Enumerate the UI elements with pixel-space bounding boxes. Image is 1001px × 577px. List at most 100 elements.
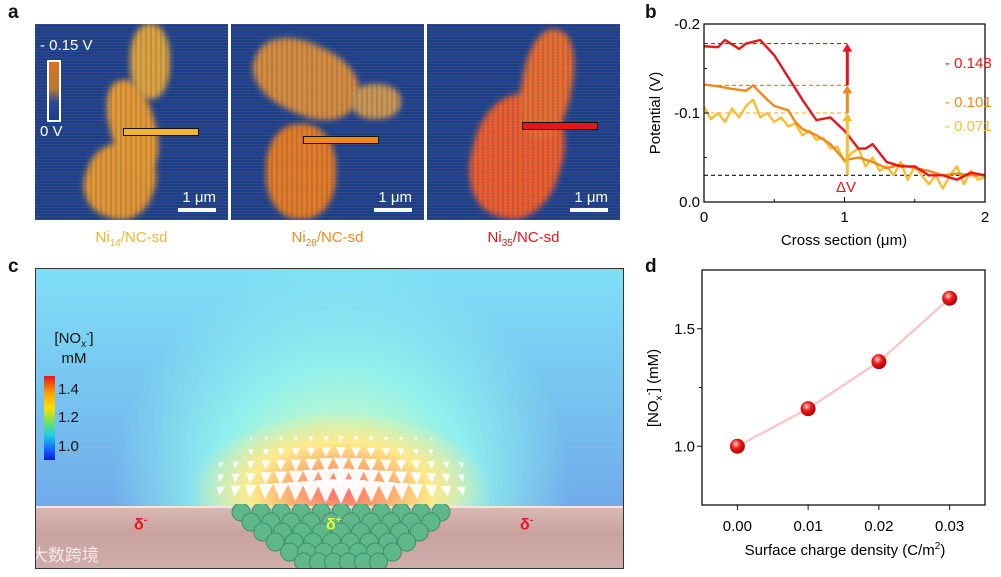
ni-particle xyxy=(397,532,417,552)
line-profile-marker xyxy=(522,122,598,130)
flux-arrow xyxy=(276,460,286,471)
x-tick-label: 2 xyxy=(981,209,989,226)
series-line xyxy=(703,38,986,181)
panel-label-d: d xyxy=(645,256,657,277)
chart-d-ylabel: [NOx-] (mM) xyxy=(644,349,665,427)
flux-arrow xyxy=(333,457,349,474)
scale-bar-label: 1 μm xyxy=(182,189,216,206)
flux-arrow xyxy=(217,474,225,482)
legend-title: [NOx-] mM xyxy=(54,329,94,367)
flux-arrow xyxy=(362,469,380,487)
concentration-simulation: δ- δ+- δ+ [NOx-]mM 1.4 1.2 1.0 ∞ 大数跨境 xyxy=(35,268,624,569)
annotation-0148: - 0.148 xyxy=(945,55,992,72)
y-tick-label: -0.2 xyxy=(674,16,700,33)
flux-arrow xyxy=(262,448,270,456)
flux-arrow xyxy=(349,458,363,473)
chart-b-xlabel: Cross section (μm) xyxy=(781,232,907,249)
flux-arrow xyxy=(394,471,408,486)
flux-arrow xyxy=(383,436,389,442)
flux-arrow xyxy=(329,479,353,504)
flux-arrow xyxy=(442,461,450,469)
flux-arrow xyxy=(345,480,367,503)
y-tick-label: 0.0 xyxy=(679,194,700,211)
scale-bar xyxy=(374,208,412,212)
chart-d-no3-vs-charge: 0.00 0.01 0.02 0.03 1.0 1.5 Surface charge de… xyxy=(644,269,986,559)
flux-arrow xyxy=(216,486,226,496)
y-tick-label: -0.1 xyxy=(674,105,700,122)
delta-arrow-head xyxy=(842,43,853,52)
annotation-0101: - 0.101 xyxy=(945,94,992,111)
flux-arrow xyxy=(232,461,240,469)
flux-arrow xyxy=(457,474,465,482)
watermark: ∞ 大数跨境 xyxy=(35,546,99,565)
flux-arrow xyxy=(458,462,464,468)
flux-arrow xyxy=(315,480,337,503)
data-point xyxy=(942,290,958,306)
kpfm-image-ni35: 1 μm xyxy=(427,24,620,220)
flux-arrow xyxy=(317,469,335,488)
flux-arrow xyxy=(264,437,268,441)
flux-arrow xyxy=(364,458,378,472)
panel-label-a: a xyxy=(8,2,19,23)
flux-arrow xyxy=(410,472,422,485)
x-tick-label: 0.03 xyxy=(935,518,964,535)
kpfm-image-ni14: - 0.15 V 0 V 1 μm xyxy=(35,24,228,220)
line-profile-marker xyxy=(123,128,199,136)
flux-arrow xyxy=(258,483,274,499)
flux-arrow xyxy=(306,447,316,457)
delta-minus-right: δ+- xyxy=(520,515,534,534)
flux-arrow xyxy=(261,460,271,470)
colorbar-top-label: - 0.15 V xyxy=(40,37,93,54)
flux-arrow xyxy=(301,481,321,502)
flux-arrow xyxy=(397,448,405,456)
ni-particle xyxy=(382,542,402,562)
ni-particle xyxy=(409,522,429,542)
ni-particle xyxy=(265,532,285,552)
flux-arrow xyxy=(361,481,381,502)
flux-arrow xyxy=(414,437,418,441)
scale-bar xyxy=(570,208,608,212)
flux-arrow xyxy=(230,485,242,497)
flux-arrow xyxy=(382,448,390,457)
flux-arrow xyxy=(412,448,420,456)
flux-arrow xyxy=(260,472,272,485)
flux-arrow xyxy=(277,448,285,456)
flux-arrow xyxy=(293,436,299,442)
ni-particle xyxy=(253,522,273,542)
flux-arrow xyxy=(308,436,314,442)
caption-ni35: Ni35/NC-sd xyxy=(487,229,560,249)
chart-b-ylabel: Potential (V) xyxy=(647,72,664,155)
caption-ni28: Ni28/NC-sd xyxy=(291,229,364,249)
flux-arrow xyxy=(249,437,253,441)
flux-arrow xyxy=(323,436,329,442)
panel-label-b: b xyxy=(645,2,657,23)
scale-bar-label: 1 μm xyxy=(378,189,412,206)
chart-d-xlabel: Surface charge density (C/m2) xyxy=(745,541,946,559)
delta-arrow-head xyxy=(842,113,853,121)
flux-arrow xyxy=(247,461,255,470)
flux-arrow xyxy=(380,459,392,472)
flux-arrow xyxy=(331,468,351,489)
delta-minus-left: δ- xyxy=(134,515,148,534)
flux-arrow xyxy=(399,437,403,442)
flux-arrow xyxy=(347,469,365,488)
flux-arrow xyxy=(272,482,290,500)
flux-arrow xyxy=(279,437,283,442)
flux-arrow xyxy=(440,485,452,497)
colorbar-tick: 1.0 xyxy=(58,438,79,455)
annotation-0071: - 0.071 xyxy=(945,118,992,135)
flux-arrow xyxy=(428,449,434,455)
flux-arrow xyxy=(335,446,347,458)
ni-particle xyxy=(369,552,388,568)
potential-colorbar xyxy=(47,60,61,122)
flux-arrow xyxy=(244,484,258,498)
ni-particle-cluster xyxy=(231,504,451,568)
x-tick-label: 0.02 xyxy=(864,518,893,535)
data-point xyxy=(729,438,745,454)
series-line xyxy=(702,98,986,190)
flux-arrow xyxy=(408,483,424,499)
flux-arrow xyxy=(351,447,361,458)
x-tick-label: 0.00 xyxy=(723,518,752,535)
data-point xyxy=(871,354,887,370)
flux-arrow xyxy=(427,461,435,470)
